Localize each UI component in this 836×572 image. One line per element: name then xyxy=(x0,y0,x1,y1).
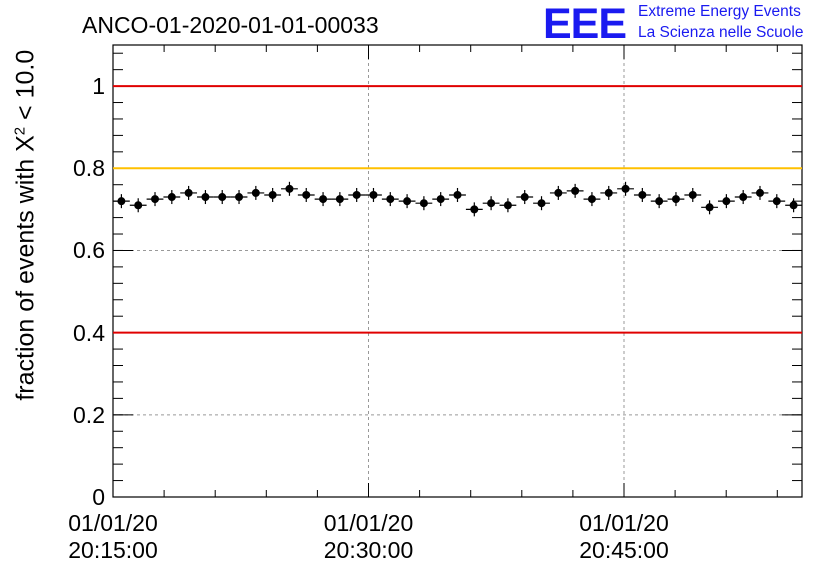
data-point xyxy=(184,188,193,197)
data-point xyxy=(487,199,496,208)
data-point xyxy=(453,190,462,199)
plot-frame xyxy=(112,44,803,498)
data-point xyxy=(655,197,664,206)
data-point xyxy=(319,195,328,204)
data-point xyxy=(671,195,680,204)
x-tick-label: 01/01/20 20:30:00 xyxy=(304,510,434,564)
data-point xyxy=(537,199,546,208)
x-tick-label: 01/01/20 20:15:00 xyxy=(48,510,178,564)
data-point xyxy=(436,195,445,204)
data-point xyxy=(688,190,697,199)
data-point xyxy=(134,201,143,210)
data-point xyxy=(604,188,613,197)
data-point xyxy=(739,193,748,202)
data-point xyxy=(587,195,596,204)
data-point xyxy=(167,193,176,202)
data-point xyxy=(268,190,277,199)
x-tick-label: 01/01/20 20:45:00 xyxy=(559,510,689,564)
data-point xyxy=(520,193,529,202)
data-point xyxy=(621,184,630,193)
data-point xyxy=(772,197,781,206)
chart-title: ANCO-01-2020-01-01-00033 xyxy=(82,12,379,38)
data-point xyxy=(470,205,479,214)
eee-logo: EEE xyxy=(543,0,627,48)
data-point xyxy=(638,190,647,199)
data-point xyxy=(352,190,361,199)
data-point xyxy=(722,197,731,206)
y-tick-label: 1 xyxy=(92,73,105,100)
data-point xyxy=(302,190,311,199)
data-point xyxy=(335,195,344,204)
x-tick-time: 20:45:00 xyxy=(579,537,669,563)
data-point xyxy=(554,188,563,197)
y-tick-label: 0.2 xyxy=(73,401,105,428)
logo-text-line2: La Scienza nelle Scuole xyxy=(638,24,804,41)
data-point xyxy=(151,195,160,204)
data-point xyxy=(419,199,428,208)
data-point xyxy=(369,190,378,199)
x-tick-date: 01/01/20 xyxy=(68,510,158,536)
data-point xyxy=(386,195,395,204)
logo-text-line1: Extreme Energy Events xyxy=(638,3,801,20)
x-tick-date: 01/01/20 xyxy=(323,510,414,536)
y-tick-label: 0 xyxy=(92,484,105,510)
data-point xyxy=(117,197,126,206)
data-point xyxy=(218,193,227,202)
y-tick-label: 0.8 xyxy=(73,155,105,182)
x-tick-time: 20:30:00 xyxy=(323,537,414,563)
x-tick-date: 01/01/20 xyxy=(579,510,669,536)
data-point xyxy=(503,201,512,210)
data-point xyxy=(755,188,764,197)
data-point xyxy=(403,197,412,206)
data-point xyxy=(285,184,294,193)
y-axis-label: fraction of events with X2 < 10.0 xyxy=(11,49,40,401)
y-tick-label: 0.6 xyxy=(73,237,105,264)
data-point xyxy=(251,188,260,197)
data-point xyxy=(705,203,714,212)
data-point xyxy=(235,193,244,202)
data-point xyxy=(201,193,210,202)
data-point xyxy=(571,186,580,195)
y-tick-label: 0.4 xyxy=(73,319,105,346)
data-point xyxy=(789,201,798,210)
x-tick-time: 20:15:00 xyxy=(68,537,158,563)
